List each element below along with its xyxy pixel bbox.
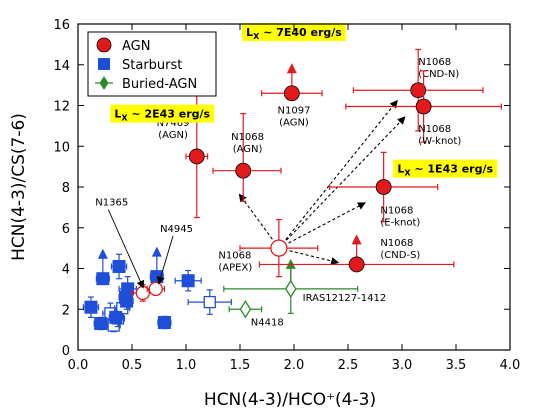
agn-open-point — [270, 239, 288, 257]
agn-open-point — [148, 281, 163, 297]
legend-buried-marker — [99, 76, 109, 90]
agn-label: N1068 (AGN) — [231, 132, 264, 155]
agn-label: N1097 (AGN) — [278, 106, 311, 129]
agn-open-label: N1068 (APEX) — [218, 250, 252, 273]
luminosity-highlight — [393, 159, 498, 178]
y-tick-label: 10 — [53, 140, 70, 155]
axes-layer: 0.0 0.5 1.0 1.5 2.0 2.5 3.0 3.5 4.0 0 2 4 6 8 10 12 14 16 — [53, 18, 520, 373]
starburst-point — [157, 315, 171, 329]
agn-point — [188, 148, 205, 165]
legend-label: Buried-AGN — [122, 77, 197, 92]
agn-point — [348, 256, 365, 273]
galaxy-label: N4945 — [160, 224, 193, 235]
buried-agn-label: IRAS12127-1412 — [303, 293, 387, 304]
agn-point — [410, 82, 427, 99]
luminosity-highlight — [110, 104, 215, 123]
direction-arrow — [278, 247, 340, 265]
agn-point — [375, 179, 392, 195]
luminosity-label: LX ~ 1E43 erg/s — [397, 163, 493, 178]
x-axis-label: HCN(4-3)/HCO⁺(4-3) — [204, 390, 376, 410]
starburst-point — [94, 317, 108, 331]
legend-agn-marker — [96, 37, 112, 53]
starburst-open-point — [203, 295, 216, 309]
starburst-point — [119, 290, 133, 304]
starburst-point — [84, 300, 98, 314]
legend-starburst-marker — [98, 58, 110, 70]
direction-arrow — [278, 99, 398, 249]
pointer-arrow — [107, 209, 145, 289]
y-tick-label: 12 — [53, 100, 70, 115]
y-tick-label: 6 — [62, 222, 70, 237]
y-axis-label: HCN(4-3)/CS(7-6) — [9, 113, 29, 261]
y-tick-label: 16 — [53, 18, 70, 33]
x-tick-label: 4.0 — [500, 358, 521, 373]
legend-label: AGN — [122, 39, 150, 54]
buried-agn-label: N4418 — [251, 318, 284, 329]
y-tick-label: 2 — [62, 303, 70, 318]
agn-point — [235, 162, 252, 179]
starburst-point — [112, 259, 126, 273]
luminosity-label: LX ~ 2E43 erg/s — [114, 108, 210, 123]
agn-label: N1068 (W-knot) — [418, 124, 461, 147]
x-tick-label: 2.5 — [338, 358, 359, 373]
buried-agn-point — [284, 279, 297, 299]
starburst-point — [96, 272, 110, 286]
starburst-limit-arrow — [97, 248, 108, 259]
y-tick-label: 0 — [62, 344, 70, 359]
galaxy-label: N1365 — [95, 197, 128, 208]
x-tick-label: 1.5 — [230, 358, 251, 373]
x-tick-label: 3.0 — [392, 358, 413, 373]
starburst-point — [109, 310, 123, 324]
y-tick-label: 4 — [62, 263, 70, 278]
agn-label: N1068 (CND-N) — [418, 57, 459, 80]
starburst-limit-arrow — [151, 246, 162, 257]
y-tick-label: 14 — [53, 59, 70, 74]
x-tick-label: 0.0 — [68, 358, 89, 373]
agn-point — [283, 85, 300, 102]
agn-label: N1068 (CND-S) — [380, 238, 420, 261]
data-layer: IRAS12127-1412 N4418 N1068 (APEX) N7469 (AGN)… — [82, 23, 502, 333]
agn-label: N7469 (AGN) — [157, 118, 190, 141]
starburst-point — [181, 274, 195, 288]
agn-point — [415, 98, 432, 115]
x-tick-label: 1.0 — [176, 358, 197, 373]
legend: AGN Starburst Buried-AGN — [87, 31, 217, 97]
direction-arrow — [278, 116, 406, 249]
agn-limit-arrow — [286, 63, 297, 74]
x-tick-label: 0.5 — [122, 358, 143, 373]
y-tick-label: 8 — [62, 181, 70, 196]
x-tick-label: 2.0 — [284, 358, 305, 373]
luminosity-highlight — [242, 23, 346, 42]
agn-limit-arrow — [351, 234, 362, 245]
buried-agn-point — [239, 300, 252, 319]
luminosity-label: LX ~ 7E40 erg/s — [246, 26, 342, 41]
pointer-arrow — [156, 235, 174, 285]
x-tick-label: 3.5 — [446, 358, 467, 373]
legend-label: Starburst — [122, 58, 182, 73]
agn-label: N1068 (E-knot) — [380, 205, 420, 228]
